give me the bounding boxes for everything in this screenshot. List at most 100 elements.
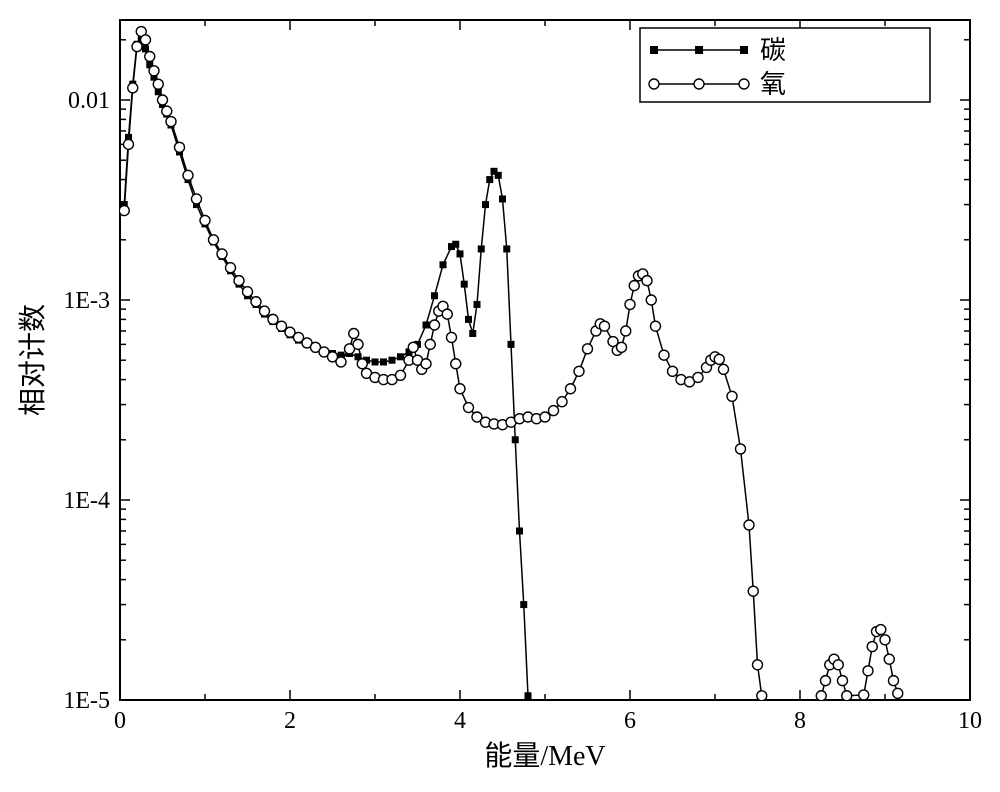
marker-circle (876, 625, 886, 635)
marker-circle (646, 295, 656, 305)
marker-circle (617, 342, 627, 352)
x-tick-label: 0 (114, 708, 126, 734)
marker-circle (217, 249, 227, 259)
marker-circle (842, 691, 852, 701)
marker-square (466, 316, 472, 322)
marker-circle (153, 79, 163, 89)
x-tick-label: 4 (454, 708, 466, 734)
marker-circle (447, 332, 457, 342)
legend-label: 碳 (760, 36, 786, 65)
x-tick-label: 8 (794, 708, 806, 734)
marker-circle (124, 139, 134, 149)
marker-circle (574, 366, 584, 376)
chart-svg: 0246810能量/MeV1E-51E-41E-30.01相对计数碳氧 (0, 0, 1000, 792)
legend-marker-square (650, 46, 658, 54)
marker-circle (353, 339, 363, 349)
marker-square (478, 246, 484, 252)
series-氧 (119, 27, 903, 701)
marker-circle (175, 142, 185, 152)
series-line (124, 40, 528, 696)
marker-circle (442, 309, 452, 319)
legend-marker-circle (739, 79, 749, 89)
marker-square (500, 196, 506, 202)
legend-marker-circle (694, 79, 704, 89)
marker-circle (166, 117, 176, 127)
marker-circle (119, 206, 129, 216)
marker-square (457, 251, 463, 257)
marker-square (440, 262, 446, 268)
y-axis-label: 相对计数 (17, 304, 49, 416)
marker-circle (625, 299, 635, 309)
marker-circle (893, 688, 903, 698)
marker-square (470, 330, 476, 336)
marker-circle (464, 403, 474, 413)
chart-container: 0246810能量/MeV1E-51E-41E-30.01相对计数碳氧 (0, 0, 1000, 792)
marker-square (521, 602, 527, 608)
marker-square (495, 172, 501, 178)
marker-circle (566, 384, 576, 394)
marker-circle (234, 276, 244, 286)
marker-circle (149, 66, 159, 76)
marker-circle (162, 106, 172, 116)
legend-label: 氧 (760, 70, 786, 99)
x-tick-label: 10 (958, 708, 982, 734)
marker-circle (260, 306, 270, 316)
marker-square (423, 322, 429, 328)
marker-circle (727, 391, 737, 401)
marker-square (461, 281, 467, 287)
marker-circle (251, 297, 261, 307)
marker-circle (192, 194, 202, 204)
marker-circle (583, 344, 593, 354)
marker-circle (141, 35, 151, 45)
marker-square (398, 354, 404, 360)
marker-square (508, 341, 514, 347)
marker-circle (209, 235, 219, 245)
marker-circle (549, 406, 559, 416)
marker-circle (880, 635, 890, 645)
legend-marker-circle (649, 79, 659, 89)
marker-square (432, 293, 438, 299)
marker-circle (455, 384, 465, 394)
marker-square (525, 693, 531, 699)
marker-circle (349, 328, 359, 338)
x-tick-label: 2 (284, 708, 296, 734)
marker-circle (621, 326, 631, 336)
marker-circle (357, 359, 367, 369)
y-tick-label: 1E-3 (63, 288, 110, 314)
marker-square (381, 359, 387, 365)
marker-circle (226, 263, 236, 273)
marker-circle (642, 276, 652, 286)
marker-circle (693, 372, 703, 382)
marker-circle (884, 654, 894, 664)
marker-circle (736, 444, 746, 454)
plot-border (120, 20, 970, 700)
marker-circle (408, 342, 418, 352)
marker-circle (145, 52, 155, 62)
legend-marker-square (695, 46, 703, 54)
marker-circle (451, 359, 461, 369)
marker-circle (833, 660, 843, 670)
marker-circle (540, 412, 550, 422)
marker-circle (651, 321, 661, 331)
y-tick-label: 1E-4 (63, 488, 110, 514)
marker-square (517, 528, 523, 534)
marker-circle (719, 364, 729, 374)
marker-circle (659, 350, 669, 360)
y-tick-label: 0.01 (68, 88, 110, 114)
marker-circle (821, 676, 831, 686)
marker-square (512, 437, 518, 443)
marker-square (504, 246, 510, 252)
marker-circle (600, 321, 610, 331)
legend-marker-square (740, 46, 748, 54)
x-tick-label: 6 (624, 708, 636, 734)
marker-circle (867, 642, 877, 652)
marker-circle (132, 42, 142, 52)
marker-circle (430, 320, 440, 330)
marker-square (474, 301, 480, 307)
marker-circle (838, 676, 848, 686)
marker-square (389, 357, 395, 363)
y-tick-label: 1E-5 (63, 688, 110, 714)
marker-circle (128, 83, 138, 93)
marker-circle (629, 281, 639, 291)
marker-circle (200, 215, 210, 225)
